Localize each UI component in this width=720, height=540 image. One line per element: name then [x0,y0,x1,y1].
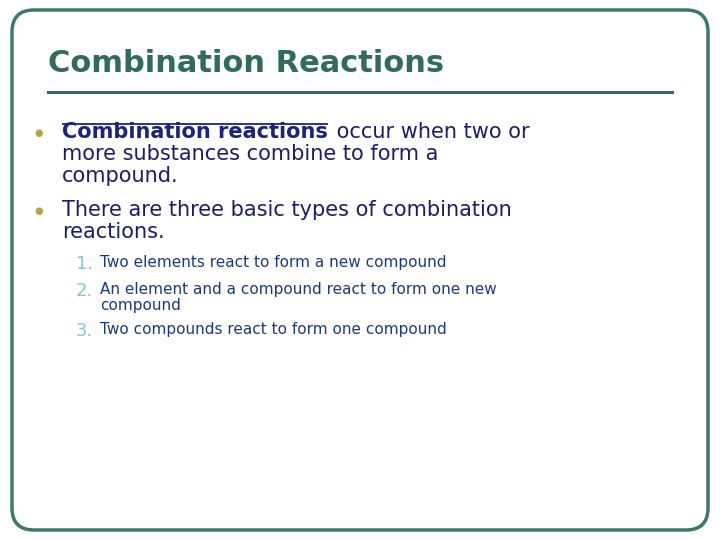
Text: 1.: 1. [76,255,93,273]
Text: Combination reactions: Combination reactions [62,122,328,142]
Text: compound.: compound. [62,166,179,186]
Text: Two compounds react to form one compound: Two compounds react to form one compound [100,322,446,337]
Text: 3.: 3. [76,322,94,340]
Text: Two elements react to form a new compound: Two elements react to form a new compoun… [100,255,446,270]
Text: There are three basic types of combination: There are three basic types of combinati… [62,200,512,220]
Text: 2.: 2. [76,282,94,300]
Text: An element and a compound react to form one new: An element and a compound react to form … [100,282,497,297]
Text: compound: compound [100,298,181,313]
FancyBboxPatch shape [12,10,708,530]
Text: reactions.: reactions. [62,222,165,242]
Text: ●: ● [34,206,42,216]
Text: ●: ● [34,128,42,138]
Text: more substances combine to form a: more substances combine to form a [62,144,438,164]
Text: Combination Reactions: Combination Reactions [48,49,444,78]
Text: occur when two or: occur when two or [330,122,529,142]
